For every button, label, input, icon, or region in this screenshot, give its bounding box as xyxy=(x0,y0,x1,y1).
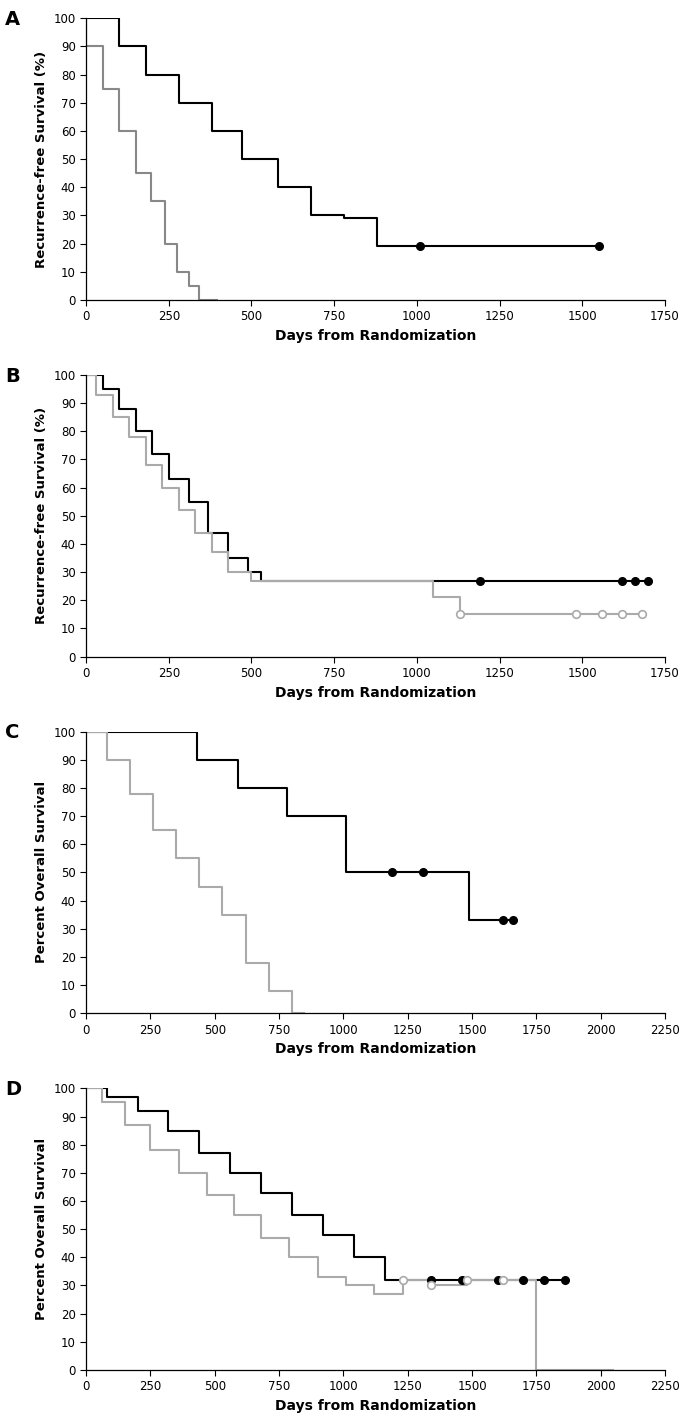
Text: A: A xyxy=(5,10,20,28)
Y-axis label: Percent Overall Survival: Percent Overall Survival xyxy=(35,1138,48,1320)
Text: C: C xyxy=(5,723,19,742)
X-axis label: Days from Randomization: Days from Randomization xyxy=(275,329,476,343)
Y-axis label: Percent Overall Survival: Percent Overall Survival xyxy=(35,782,48,964)
Y-axis label: Recurrence-free Survival (%): Recurrence-free Survival (%) xyxy=(35,50,48,268)
Text: D: D xyxy=(5,1079,21,1099)
Text: B: B xyxy=(5,366,20,386)
X-axis label: Days from Randomization: Days from Randomization xyxy=(275,1398,476,1413)
X-axis label: Days from Randomization: Days from Randomization xyxy=(275,1042,476,1057)
Y-axis label: Recurrence-free Survival (%): Recurrence-free Survival (%) xyxy=(35,407,48,624)
X-axis label: Days from Randomization: Days from Randomization xyxy=(275,685,476,699)
